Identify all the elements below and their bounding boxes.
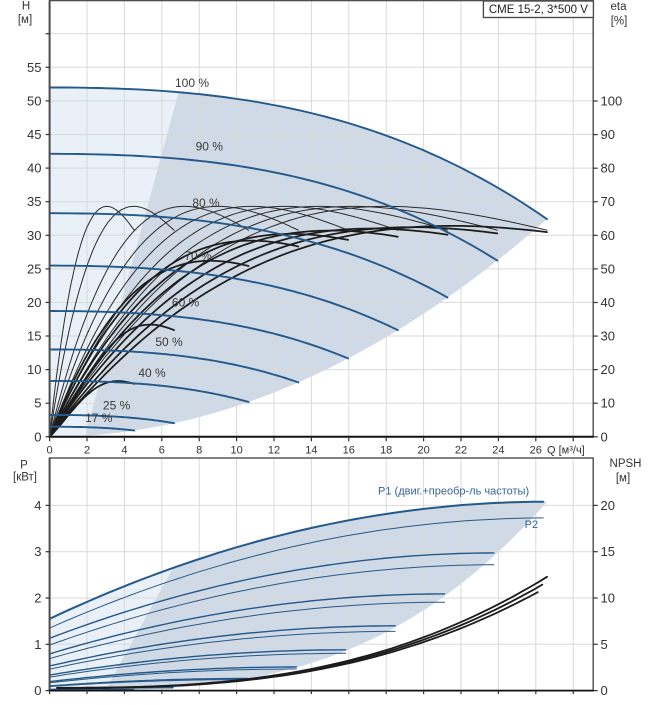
svg-text:1: 1	[34, 637, 41, 652]
svg-text:0: 0	[601, 683, 608, 698]
svg-text:60: 60	[601, 228, 615, 243]
svg-text:5: 5	[601, 637, 608, 652]
svg-text:40: 40	[27, 161, 41, 176]
svg-text:12: 12	[268, 444, 280, 456]
svg-text:NPSH: NPSH	[610, 458, 642, 470]
svg-text:10: 10	[230, 444, 242, 456]
svg-text:17 %: 17 %	[85, 411, 113, 425]
svg-text:eta: eta	[611, 1, 628, 13]
svg-text:15: 15	[27, 329, 41, 344]
svg-text:15: 15	[601, 544, 615, 559]
svg-text:45: 45	[27, 127, 41, 142]
svg-text:10: 10	[601, 396, 615, 411]
svg-text:25: 25	[27, 261, 41, 276]
svg-text:10: 10	[27, 362, 41, 377]
svg-text:[м]: [м]	[18, 14, 32, 26]
svg-text:8: 8	[196, 444, 202, 456]
svg-text:5: 5	[34, 396, 41, 411]
svg-text:Q [м³/ч]: Q [м³/ч]	[547, 444, 585, 456]
svg-text:90: 90	[601, 127, 615, 142]
svg-text:4: 4	[34, 498, 41, 513]
svg-text:2: 2	[84, 444, 90, 456]
svg-text:0: 0	[47, 444, 53, 456]
svg-text:60 %: 60 %	[172, 296, 200, 310]
svg-text:14: 14	[305, 444, 317, 456]
svg-text:55: 55	[27, 60, 41, 75]
svg-text:[кВт]: [кВт]	[13, 472, 37, 484]
svg-text:50: 50	[27, 93, 41, 108]
svg-text:6: 6	[159, 444, 165, 456]
svg-text:80 %: 80 %	[192, 196, 220, 210]
svg-text:20: 20	[417, 444, 429, 456]
svg-text:2: 2	[34, 591, 41, 606]
svg-text:80: 80	[601, 161, 615, 176]
svg-text:70 %: 70 %	[184, 249, 212, 263]
svg-text:20: 20	[27, 295, 41, 310]
svg-text:70: 70	[601, 194, 615, 209]
svg-text:20: 20	[601, 362, 615, 377]
svg-text:P: P	[20, 460, 28, 472]
svg-text:90 %: 90 %	[196, 140, 224, 154]
svg-text:3: 3	[34, 544, 41, 559]
svg-text:P2: P2	[525, 519, 538, 531]
svg-text:35: 35	[27, 194, 41, 209]
svg-text:4: 4	[121, 444, 127, 456]
svg-text:18: 18	[380, 444, 392, 456]
svg-text:0: 0	[601, 429, 608, 444]
svg-text:24: 24	[492, 444, 504, 456]
svg-text:22: 22	[455, 444, 467, 456]
svg-text:30: 30	[27, 228, 41, 243]
svg-text:25 %: 25 %	[103, 399, 131, 413]
svg-text:[%]: [%]	[611, 16, 628, 28]
svg-text:50 %: 50 %	[155, 335, 183, 349]
svg-text:0: 0	[34, 429, 41, 444]
svg-text:50: 50	[601, 261, 615, 276]
svg-text:16: 16	[343, 444, 355, 456]
svg-text:10: 10	[601, 591, 615, 606]
svg-text:0: 0	[34, 683, 41, 698]
svg-text:100 %: 100 %	[175, 76, 209, 90]
svg-text:H: H	[22, 1, 30, 13]
svg-text:40: 40	[601, 295, 615, 310]
svg-text:20: 20	[601, 498, 615, 513]
svg-text:100: 100	[601, 94, 623, 109]
svg-text:26: 26	[530, 444, 542, 456]
svg-text:[м]: [м]	[616, 473, 630, 485]
svg-text:P1 (двиг.+преобр-ль частоты): P1 (двиг.+преобр-ль частоты)	[378, 486, 529, 498]
svg-text:CME 15-2, 3*500 V: CME 15-2, 3*500 V	[489, 4, 588, 16]
svg-text:30: 30	[601, 329, 615, 344]
svg-text:40 %: 40 %	[138, 366, 166, 380]
